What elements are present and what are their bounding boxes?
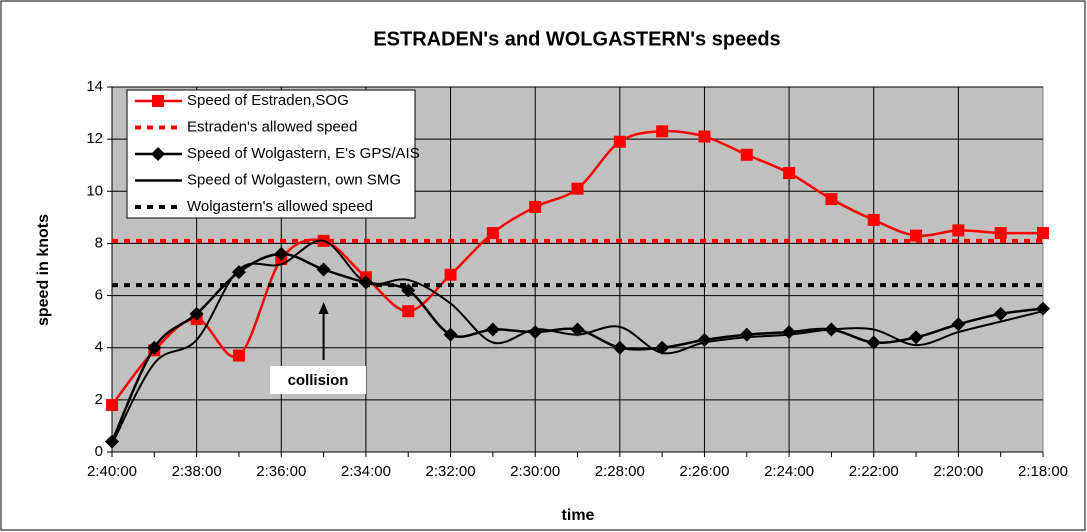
x-tick-label: 2:24:00	[764, 463, 814, 480]
legend-label: Speed of Wolgastern, E's GPS/AIS	[187, 145, 420, 162]
x-tick-label: 2:36:00	[256, 463, 306, 480]
marker	[993, 306, 1008, 321]
x-tick-label: 2:20:00	[933, 463, 983, 480]
y-tick-label: 2	[95, 391, 103, 408]
marker	[529, 200, 542, 213]
y-tick-label: 0	[95, 443, 103, 460]
x-tick-label: 2:34:00	[341, 463, 391, 480]
x-tick-label: 2:26:00	[679, 463, 729, 480]
marker	[952, 224, 965, 237]
y-tick-label: 6	[95, 287, 103, 304]
marker	[571, 182, 584, 195]
x-tick-label: 2:32:00	[426, 463, 476, 480]
marker	[152, 95, 164, 107]
marker	[486, 227, 499, 239]
chart-title: ESTRADEN's and WOLGASTERN's speeds	[373, 28, 780, 50]
marker	[189, 306, 204, 321]
marker	[910, 229, 923, 242]
marker	[147, 340, 162, 355]
legend-label: Wolgastern's allowed speed	[187, 198, 373, 215]
marker	[444, 268, 457, 281]
x-tick-label: 2:30:00	[510, 463, 560, 480]
marker	[402, 305, 415, 318]
marker	[151, 147, 165, 161]
marker	[613, 135, 626, 148]
marker	[909, 330, 924, 345]
marker	[274, 246, 289, 261]
marker	[867, 213, 880, 226]
marker	[443, 327, 458, 342]
marker	[740, 148, 753, 161]
marker	[866, 335, 881, 350]
legend-label: Speed of Estraden,SOG	[187, 92, 349, 109]
marker	[106, 399, 118, 412]
marker	[1037, 227, 1049, 239]
x-tick-label: 2:18:00	[1018, 463, 1068, 480]
marker	[783, 167, 796, 180]
marker	[316, 262, 331, 277]
annotation-box	[270, 366, 366, 394]
marker	[232, 349, 245, 362]
marker	[994, 227, 1007, 239]
marker	[485, 322, 500, 337]
marker	[656, 125, 669, 138]
y-axis-label: speed in knots	[35, 214, 52, 326]
series-line	[111, 239, 1044, 445]
y-tick-label: 4	[95, 339, 103, 356]
y-tick-label: 12	[86, 130, 103, 147]
x-tick-label: 2:22:00	[849, 463, 899, 480]
marker	[231, 265, 246, 280]
x-axis-label: time	[562, 507, 595, 524]
y-tick-label: 10	[86, 182, 103, 199]
marker	[612, 340, 627, 355]
marker	[570, 322, 585, 337]
legend-label: Speed of Wolgastern, own SMG	[187, 171, 401, 188]
y-tick-label: 14	[86, 78, 103, 95]
marker	[825, 193, 838, 206]
annotation-arrowhead	[318, 302, 329, 314]
annotation: collision	[288, 372, 349, 389]
x-tick-label: 2:38:00	[172, 463, 222, 480]
marker	[698, 130, 711, 143]
marker	[951, 317, 966, 332]
legend-label: Estraden's allowed speed	[187, 118, 357, 135]
y-tick-label: 8	[95, 234, 103, 251]
x-tick-label: 2:28:00	[595, 463, 645, 480]
x-tick-label: 2:40:00	[87, 463, 137, 480]
